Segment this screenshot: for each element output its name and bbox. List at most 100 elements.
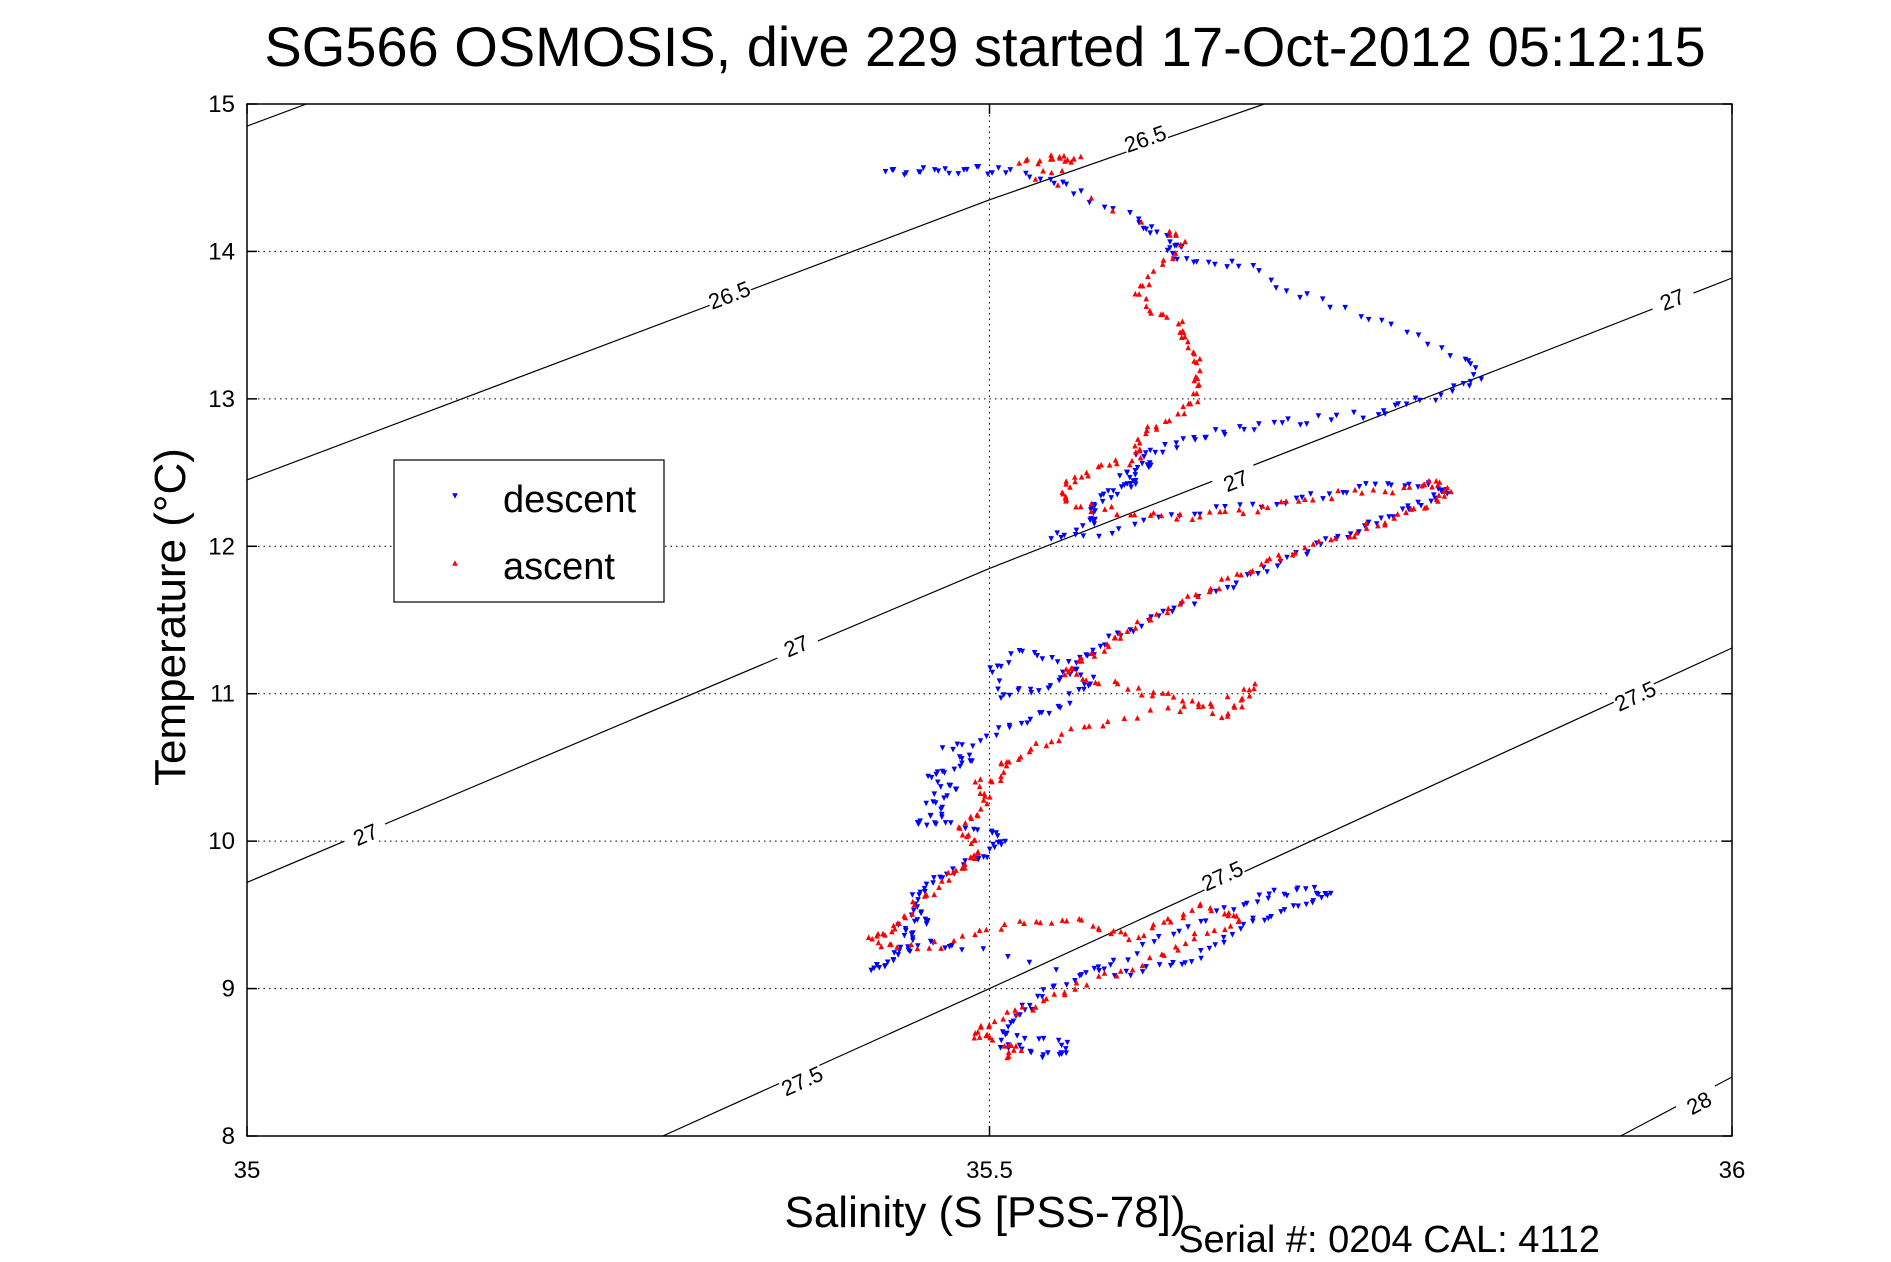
descent-point-interp [1447,353,1453,359]
ascent-point [1310,496,1316,503]
descent-point-interp [1297,294,1303,301]
ascent-point-interp [1112,678,1118,684]
ascent-point-interp [1246,692,1253,699]
ascent-point-interp [889,928,895,935]
ascent-point-interp [1146,281,1152,288]
ascent-point [1148,310,1154,316]
descent-point-interp [933,771,939,778]
ascent-point [1191,930,1198,937]
ascent-point-interp [1072,986,1078,992]
ascent-point-interp [1114,460,1120,467]
descent-point-interp [1347,531,1354,537]
ascent-point-interp [945,869,952,876]
ascent-point-interp [1021,920,1027,926]
descent-point-interp [1055,1037,1062,1044]
ascent-point-interp [1160,690,1166,696]
descent-point-interp [1390,514,1396,520]
descent-point-interp [1139,460,1145,467]
contour-label-bg [1647,279,1697,318]
descent-point-interp [1060,179,1066,186]
descent-point-interp [1382,411,1388,417]
descent-point-interp [1256,421,1262,427]
ascent-point-interp [1167,232,1173,238]
ascent-point-interp [1173,232,1179,238]
descent-point-interp [967,758,974,764]
descent-point-interp [914,917,921,923]
descent-point-interp [1220,429,1227,436]
ascent-point-interp [1165,605,1172,611]
descent-point-interp [1365,519,1372,526]
descent-point-interp [1124,469,1131,476]
descent-point-interp [1036,710,1043,716]
ascent-point-interp [976,1034,983,1040]
ascent-point [1375,522,1381,529]
ascent-point-interp [1283,498,1289,504]
ascent-point-interp [1185,344,1191,351]
ascent-point-interp [1278,498,1284,505]
descent-point [1255,571,1261,577]
descent-point [1271,419,1278,426]
descent-point-interp [1274,502,1280,508]
descent-point [1193,259,1200,265]
descent-point [1117,473,1123,479]
descent-point-interp [1466,383,1473,389]
ascent-point-interp [1158,512,1165,519]
descent-point-interp [1110,488,1117,494]
ascent-point-interp [1246,686,1253,693]
y-tick-label: 10 [208,828,235,855]
ascent-point [1061,152,1067,159]
contour-line [247,104,1265,481]
descent-point-interp [1040,987,1047,993]
descent-point [1315,413,1322,419]
descent-point-interp [911,918,918,925]
ascent-point-interp [1139,282,1146,289]
ascent-point-interp [1139,962,1146,969]
ascent-point-interp [1221,910,1228,917]
descent-point-interp [1285,416,1291,422]
descent-point-interp [918,910,924,917]
descent-point-interp [1415,332,1422,338]
ascent-point-interp [882,932,888,938]
ascent-point-interp [1147,707,1154,713]
descent-point-interp [990,841,996,848]
descent-point [1222,504,1228,510]
ascent-point-interp [1389,489,1396,496]
descent-point-interp [1077,973,1083,979]
ascent-point-interp [1382,521,1388,528]
contour-label-bg [1609,674,1660,715]
descent-point-interp [984,854,990,861]
ascent-point-interp [967,813,974,820]
descent-point-interp [1027,716,1034,723]
ascent-point-interp [1441,493,1448,499]
descent-point-interp [938,806,944,813]
ascent-point-interp [1144,423,1151,430]
ascent-point-interp [1179,697,1186,704]
ascent-point-interp [1136,291,1142,297]
ascent-point-interp [1239,703,1245,710]
ascent-point-interp [1001,921,1008,927]
contour-label: 26.5 [1121,120,1170,158]
ascent-point-interp [1111,634,1118,641]
descent-point-interp [1100,491,1107,498]
ascent-point [1131,511,1138,518]
descent-point-interp [1002,1032,1009,1038]
descent-point-interp [1303,886,1309,892]
descent-point-interp [1128,484,1134,491]
ascent-point-interp [1209,710,1216,717]
descent-point [1124,481,1130,487]
ascent-point-interp [874,933,880,939]
descent-point-interp [937,784,944,790]
descent-point-interp [1265,915,1272,922]
descent-point-interp [1295,903,1301,910]
ascent-point-interp [1118,928,1124,935]
descent-point [1090,674,1097,681]
descent-point-interp [1213,908,1220,914]
ascent-point [1266,555,1273,562]
ascent-point-interp [1193,359,1200,366]
contour-label-group: 27.5 [1609,674,1660,717]
descent-point-interp [1467,361,1474,367]
descent-point [942,166,948,172]
descent-point-interp [1470,372,1477,378]
ascent-point-interp [908,941,914,948]
ascent-point-interp [1225,912,1231,919]
